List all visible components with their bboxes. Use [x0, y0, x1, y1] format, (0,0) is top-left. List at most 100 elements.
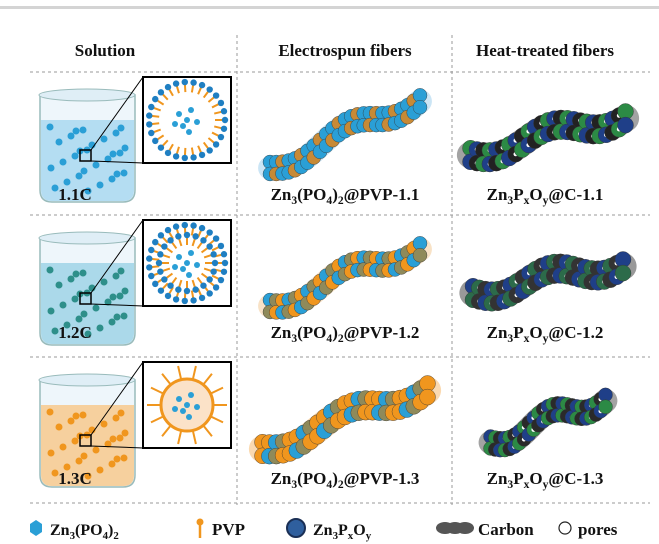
core-particle	[176, 254, 182, 260]
particle	[114, 456, 121, 463]
particle	[93, 447, 100, 454]
pvp-head	[146, 112, 152, 118]
core-particle	[176, 111, 182, 117]
particle	[97, 467, 104, 474]
pvp-head	[192, 233, 198, 239]
heat-treated-label: Zn3PxOy@C-1.3	[487, 469, 604, 491]
pvp-head	[152, 239, 158, 245]
legend-icon	[197, 519, 204, 526]
text-part: @C-1.1	[548, 185, 603, 204]
fiber-bead	[618, 117, 634, 133]
legend-icon	[559, 522, 571, 534]
core-particle	[194, 262, 200, 268]
particle	[76, 458, 83, 465]
pvp-head	[146, 255, 152, 261]
text-part: @PVP-1.1	[344, 185, 420, 204]
pvp-head	[161, 276, 167, 282]
text-part: Zn	[487, 469, 508, 488]
particle	[73, 271, 80, 278]
pvp-head	[173, 80, 179, 86]
pvp-head	[157, 268, 163, 274]
text-part: P	[513, 469, 523, 488]
pvp-head	[210, 268, 216, 274]
legend-label: PVP	[212, 520, 245, 539]
particle	[81, 311, 88, 318]
pvp-head	[221, 108, 227, 114]
particle	[101, 279, 108, 286]
text-part: (PO	[297, 323, 326, 342]
core-particle	[188, 107, 194, 113]
pvp-head	[156, 260, 162, 266]
particle	[121, 455, 128, 462]
pvp-head	[175, 233, 181, 239]
core-particle	[188, 392, 194, 398]
particle	[113, 130, 120, 137]
legend-label: pores	[578, 520, 618, 539]
pvp-head	[213, 284, 219, 290]
legend-label: Carbon	[478, 520, 534, 539]
particle	[122, 288, 129, 295]
pvp-head	[148, 247, 154, 253]
particle	[114, 171, 121, 178]
fiber-bead	[413, 100, 427, 114]
pvp-head	[210, 251, 216, 257]
core-particle	[172, 406, 178, 412]
particle	[118, 410, 125, 417]
text-part: O	[529, 323, 542, 342]
pvp-head	[199, 152, 205, 158]
particle	[80, 270, 87, 277]
particle	[118, 268, 125, 275]
particle	[121, 170, 128, 177]
pvp-head	[158, 89, 164, 95]
legend-icon	[287, 519, 305, 537]
particle	[73, 413, 80, 420]
text-part: O	[529, 469, 542, 488]
pvp-head	[182, 155, 188, 161]
text-part: @C-1.2	[548, 323, 603, 342]
text-part: Zn	[487, 185, 508, 204]
particle	[60, 159, 67, 166]
particle	[93, 162, 100, 169]
pvp-head	[165, 293, 171, 299]
particle	[117, 293, 124, 300]
electrospun-label: Zn3(PO4)2@PVP-1.1	[271, 185, 420, 207]
text-part: @PVP-1.2	[344, 323, 420, 342]
pvp-head	[175, 286, 181, 292]
pvp-head	[192, 286, 198, 292]
beaker-rim	[39, 89, 135, 101]
pvp-head	[199, 295, 205, 301]
particle	[122, 145, 129, 152]
particle	[48, 165, 55, 172]
heat-treated-label: Zn3PxOy@C-1.2	[487, 323, 604, 345]
electrospun-label: Zn3(PO4)2@PVP-1.2	[271, 323, 420, 345]
pvp-head	[173, 296, 179, 302]
particle	[109, 319, 116, 326]
pvp-head	[213, 141, 219, 147]
text-part: P	[338, 522, 348, 539]
particle	[56, 139, 63, 146]
particle	[114, 314, 121, 321]
content: SolutionElectrospun fibersHeat-treated f…	[30, 41, 634, 542]
pvp-head	[173, 223, 179, 229]
pvp-head	[158, 144, 164, 150]
beaker-rim	[39, 374, 135, 386]
pvp-head	[165, 150, 171, 156]
pvp-head	[213, 235, 219, 241]
particle	[60, 302, 67, 309]
legend-label: Zn3(PO4)2	[50, 522, 119, 542]
column-header: Heat-treated fibers	[476, 41, 614, 60]
pvp-chain	[192, 291, 193, 299]
particle	[81, 453, 88, 460]
particle	[68, 133, 75, 140]
pvp-head	[200, 237, 206, 243]
text-part: Zn	[50, 522, 70, 539]
particle	[47, 409, 54, 416]
particle	[109, 176, 116, 183]
sample-label: 1.1C	[58, 185, 92, 204]
particle	[110, 294, 117, 301]
pvp-head	[182, 222, 188, 228]
core-particle	[194, 404, 200, 410]
pvp-head	[148, 273, 154, 279]
core-particle	[180, 408, 186, 414]
pvp-head	[165, 84, 171, 90]
